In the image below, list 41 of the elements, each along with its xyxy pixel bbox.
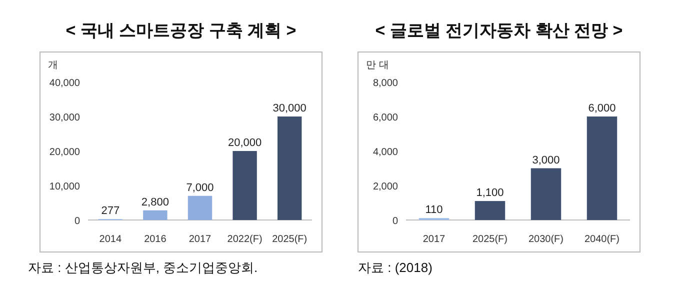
- y-tick-label: 30,000: [49, 112, 80, 124]
- text: 자료 : (2018): [358, 260, 432, 275]
- bar: [474, 201, 506, 220]
- chart-title: < 국내 스마트공장 구축 계획 >: [66, 21, 296, 40]
- bar: [188, 196, 212, 220]
- data-label: 277: [101, 205, 120, 218]
- x-tick-label: 2030(F): [528, 234, 564, 245]
- x-tick-label: 2017: [188, 234, 212, 245]
- x-tick-label: 2014: [99, 234, 122, 245]
- data-label: 30,000: [272, 102, 306, 114]
- data-label: 2,800: [141, 196, 169, 208]
- y-tick-label: 0: [74, 216, 80, 227]
- x-tick-label: 2025(F): [272, 234, 308, 245]
- y-tick-label: 20,000: [49, 147, 80, 158]
- y-tick-label: 6,000: [372, 112, 398, 124]
- x-tick-label: 2022(F): [227, 234, 262, 245]
- y-axis-title: 만 대: [366, 60, 389, 71]
- y-tick-label: 4,000: [372, 147, 398, 158]
- data-label: 7,000: [186, 182, 214, 194]
- y-axis-title: 개: [48, 60, 58, 71]
- y-tick-label: 2,000: [372, 182, 398, 192]
- bar: [232, 151, 257, 220]
- data-label: 1,100: [476, 187, 504, 200]
- data-label: 110: [425, 204, 443, 216]
- bar: [530, 168, 562, 220]
- text: 자료 : 산업통상자원부, 중소기업중앙회.: [28, 260, 258, 275]
- bar: [143, 210, 168, 220]
- data-label: 6,000: [588, 102, 616, 114]
- x-tick-label: 2016: [144, 234, 167, 245]
- y-tick-label: 10,000: [49, 182, 80, 192]
- y-tick-label: 0: [392, 216, 398, 227]
- bar: [278, 116, 302, 220]
- chart-title: < 글로벌 전기자동차 확산 전망 >: [375, 21, 623, 40]
- x-tick-label: 2025(F): [472, 234, 508, 245]
- data-label: 20,000: [228, 137, 262, 149]
- data-label: 3,000: [532, 154, 560, 166]
- y-tick-label: 40,000: [49, 78, 80, 89]
- x-tick-label: 2017: [422, 234, 446, 245]
- bar: [586, 116, 618, 220]
- x-tick-label: 2040(F): [584, 234, 620, 245]
- y-tick-label: 8,000: [372, 78, 398, 89]
